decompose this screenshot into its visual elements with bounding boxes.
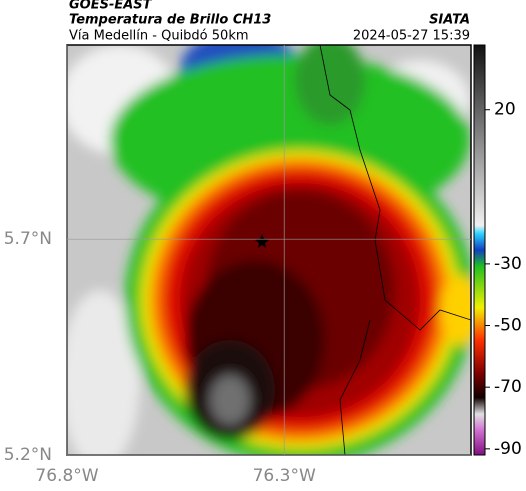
- source: GOES-EAST: [69, 0, 153, 13]
- colorbar-tick-label: -50: [494, 316, 522, 336]
- y-tick-label: 5.7°N: [4, 229, 52, 249]
- x-tick-label: 76.8°W: [35, 466, 98, 486]
- colorbar: [473, 44, 486, 456]
- title: Temperatura de Brillo CH13: [69, 13, 271, 28]
- org: SIATA: [429, 13, 470, 28]
- subtitle: Vía Medellín - Quibdó 50km: [69, 29, 249, 44]
- colorbar-tick-label: -30: [494, 254, 522, 274]
- timestamp: 2024-05-27 15:39: [353, 29, 470, 44]
- colorbar-tick-label: -70: [494, 377, 522, 397]
- x-tick-label: 76.3°W: [253, 466, 316, 486]
- colorbar-tick-label: -90: [494, 439, 522, 459]
- y-tick-label: 5.2°N: [4, 445, 52, 465]
- colorbar-tick-label: 20: [494, 100, 516, 120]
- satellite-image: [67, 45, 471, 455]
